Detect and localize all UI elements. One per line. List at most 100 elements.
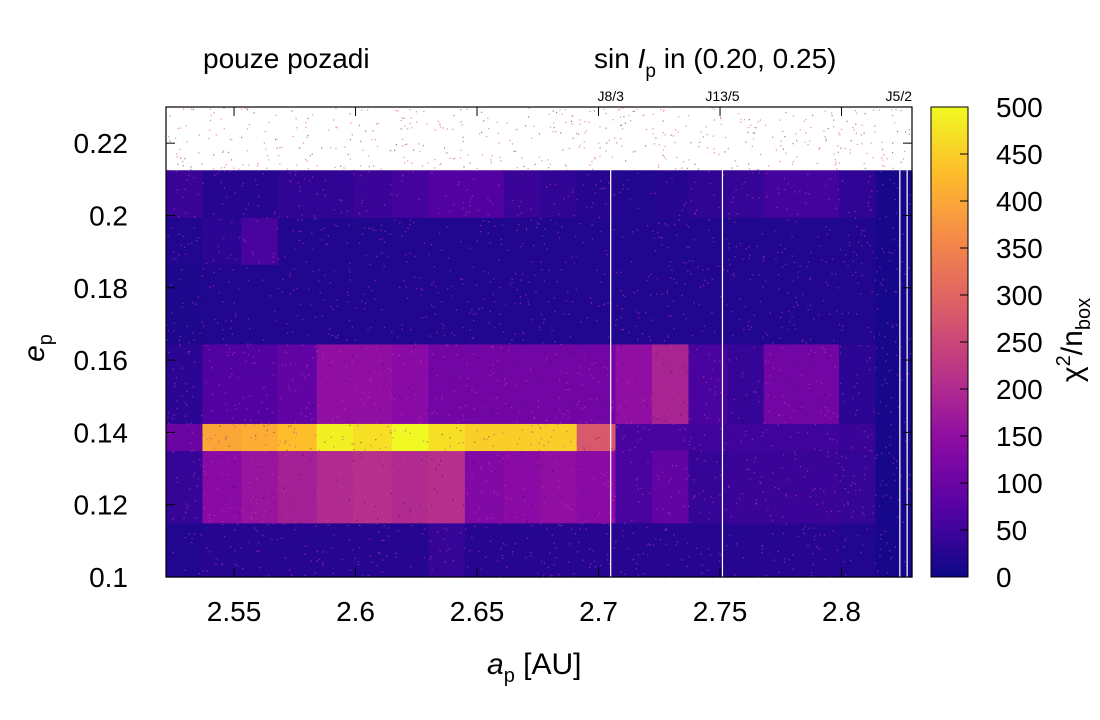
resonance-labels: J8/3 J13/5 J5/2	[597, 88, 912, 104]
heatmap-cell	[839, 450, 877, 524]
heatmap-cell	[241, 343, 279, 424]
heatmap-cell	[615, 450, 653, 524]
heatmap-cell	[875, 450, 913, 524]
heatmap-cell	[241, 450, 279, 524]
heatmap-cell	[464, 170, 505, 218]
heatmap-cell	[503, 170, 541, 218]
heatmap-cells	[166, 170, 913, 578]
heatmap-cell	[241, 170, 279, 218]
heatmap-cell	[428, 450, 466, 524]
heatmap-cell	[615, 343, 653, 424]
heatmap-cell	[202, 522, 242, 578]
heatmap-cell	[875, 423, 913, 452]
heatmap-cell	[202, 423, 242, 452]
heatmap-cell	[763, 522, 804, 578]
heatmap-cell	[615, 423, 653, 452]
x-tick-label: 2.55	[207, 596, 262, 627]
heatmap-cell	[277, 450, 318, 524]
heatmap-cell	[802, 450, 840, 524]
heatmap-cell	[202, 343, 242, 424]
heatmap-cell	[241, 423, 279, 452]
heatmap-cell	[316, 423, 354, 452]
heatmap-cell	[576, 522, 617, 578]
heatmap-cell	[615, 522, 653, 578]
heatmap-cell	[353, 217, 393, 265]
colorbar-tick-label: 200	[996, 374, 1043, 405]
x-tick-label: 2.75	[693, 596, 748, 627]
heatmap-cell	[277, 170, 318, 218]
colorbar-tick-label: 250	[996, 327, 1043, 358]
heatmap-cell	[316, 264, 354, 345]
heatmap-cell	[464, 450, 505, 524]
title-right-prefix: sin	[594, 43, 638, 74]
heatmap-cell	[651, 217, 690, 265]
y-tick-label: 0.14	[74, 417, 129, 448]
heatmap-cell	[428, 264, 466, 345]
heatmap-cell	[540, 423, 578, 452]
heatmap-cell	[763, 423, 804, 452]
heatmap-cell	[615, 170, 653, 218]
heatmap-cell	[202, 170, 242, 218]
heatmap-cell	[202, 217, 242, 265]
colorbar-tick-label: 100	[996, 468, 1043, 499]
heatmap-cell	[464, 522, 505, 578]
heatmap-cell	[839, 264, 877, 345]
heatmap-cell	[576, 217, 617, 265]
y-axis-ticks: 0.1 0.12 0.14 0.16 0.18 0.2 0.22	[74, 128, 912, 593]
colorbar-tick-label: 0	[996, 562, 1012, 593]
heatmap-cell	[651, 450, 690, 524]
y-tick-label: 0.1	[89, 562, 128, 593]
heatmap-cell	[763, 450, 804, 524]
heatmap-cell	[503, 423, 541, 452]
heatmap-cell	[651, 522, 690, 578]
resonance-label: J13/5	[705, 88, 739, 104]
heatmap-cell	[391, 522, 430, 578]
resonance-lines	[610, 107, 908, 577]
heatmap-cell	[316, 343, 354, 424]
heatmap-cell	[277, 522, 318, 578]
title-right-suffix: in (0.20, 0.25)	[656, 43, 837, 74]
heatmap-cell	[202, 264, 242, 345]
resonance-label: J8/3	[597, 88, 624, 104]
colorbar-tick-label: 50	[996, 515, 1027, 546]
heatmap-cell	[316, 450, 354, 524]
heatmap-cell	[802, 522, 840, 578]
plot-frame	[165, 106, 913, 578]
heatmap-cell	[576, 423, 617, 452]
heatmap-cell	[428, 423, 466, 452]
colorbar-tick-label: 500	[996, 92, 1043, 123]
heatmap-cell	[839, 217, 877, 265]
heatmap-cell	[166, 264, 204, 345]
x-tick-label: 2.6	[336, 596, 375, 627]
heatmap-cell	[241, 522, 279, 578]
heatmap-cell	[428, 343, 466, 424]
heatmap-cell	[651, 343, 690, 424]
heatmap-cell	[688, 343, 728, 424]
x-axis-label: ap [AU]	[487, 648, 582, 687]
heatmap-cell	[166, 217, 204, 265]
y-tick-label: 0.22	[74, 128, 129, 159]
heatmap-cell	[391, 264, 430, 345]
title-left: pouze pozadi	[203, 43, 370, 74]
y-axis-label: ep	[18, 334, 57, 362]
heatmap-cell	[428, 217, 466, 265]
heatmap-cell	[277, 264, 318, 345]
heatmap-cell	[802, 217, 840, 265]
heatmap-cell	[615, 217, 653, 265]
heatmap-cell	[316, 522, 354, 578]
heatmap-cell	[727, 170, 765, 218]
heatmap-cell	[241, 264, 279, 345]
heatmap-cell	[727, 217, 765, 265]
colorbar-tick-label: 350	[996, 233, 1043, 264]
heatmap-cell	[727, 522, 765, 578]
heatmap-cell	[391, 423, 430, 452]
heatmap-cell	[540, 343, 578, 424]
heatmap-cell	[464, 343, 505, 424]
x-tick-label: 2.7	[579, 596, 618, 627]
heatmap-cell	[391, 343, 430, 424]
colorbar-tick-label: 150	[996, 421, 1043, 452]
heatmap-cell	[875, 217, 913, 265]
heatmap-cell	[651, 423, 690, 452]
heatmap-cell	[166, 450, 204, 524]
heatmap-cell	[727, 264, 765, 345]
